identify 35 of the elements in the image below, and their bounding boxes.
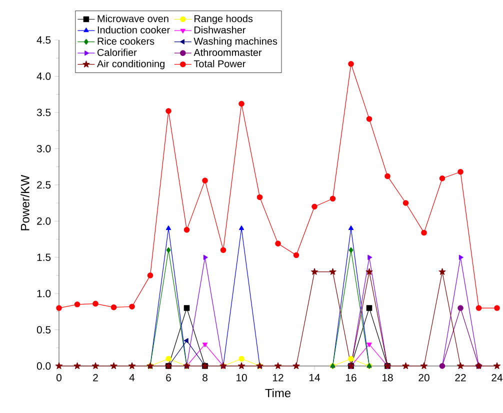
- x-tick-label: 16: [346, 374, 356, 382]
- legend-label: Athroommaster: [194, 48, 262, 56]
- y-tick-label: 1.0: [37, 290, 51, 298]
- y-tick-label: 2.0: [37, 217, 51, 225]
- legend-label: Dishwasher: [194, 26, 246, 34]
- y-tick-label: 1.5: [37, 254, 51, 261]
- x-tick-label: 12: [272, 374, 284, 382]
- x-tick-label: 0: [56, 374, 62, 382]
- x-tick-label: 20: [418, 374, 430, 382]
- legend-label: Induction cooker: [98, 26, 170, 34]
- x-axis-title: Time: [265, 388, 291, 398]
- y-tick-label: 4.5: [36, 36, 51, 44]
- legend-label: Rice cookers: [98, 37, 154, 45]
- y-tick-label: 3.0: [36, 144, 51, 152]
- x-tick-label: 24: [492, 374, 503, 382]
- y-tick-label: 0.5: [36, 326, 51, 334]
- y-tick-label: 4.0: [36, 72, 51, 80]
- x-tick-label: 10: [236, 374, 247, 382]
- x-tick-label: 18: [382, 374, 393, 382]
- legend-label: Washing machines: [194, 37, 278, 47]
- y-tick-label: 0.0: [36, 362, 51, 370]
- x-tick-label: 22: [455, 374, 466, 382]
- y-axis-title: Power/KW: [20, 174, 30, 230]
- x-tick-label: 14: [309, 374, 320, 382]
- legend-label: Microwave oven: [98, 14, 168, 22]
- legend-label: Range hoods: [194, 14, 253, 24]
- y-tick-label: 2.5: [37, 181, 51, 189]
- x-tick-label: 8: [202, 374, 208, 382]
- legend-label: Total Power: [194, 60, 246, 68]
- x-tick-label: 6: [166, 374, 171, 382]
- legend-label: Air conditioning: [97, 60, 164, 70]
- y-tick-label: 3.5: [36, 108, 51, 116]
- x-tick-label: 4: [129, 374, 135, 382]
- legend-label: Calorifier: [98, 48, 137, 56]
- x-tick-label: 2: [93, 374, 98, 382]
